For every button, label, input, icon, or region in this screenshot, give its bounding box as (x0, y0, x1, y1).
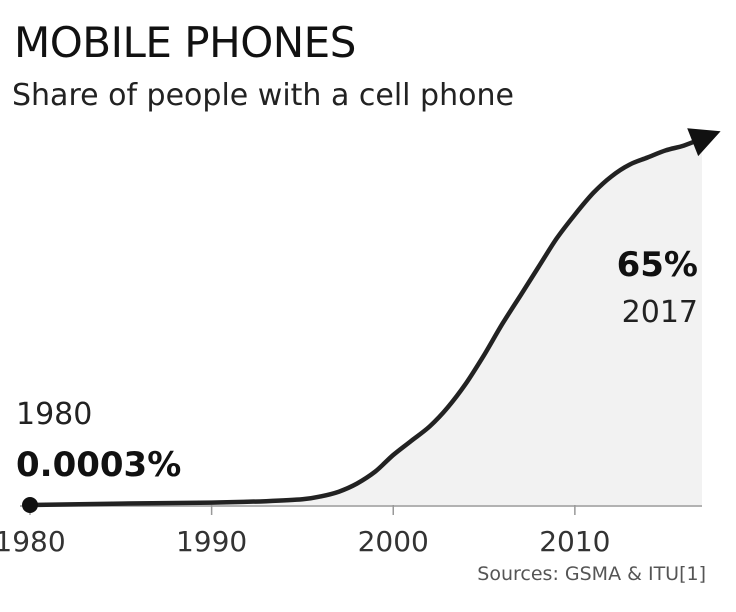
chart-title: MOBILE PHONES (14, 18, 356, 67)
source-note: Sources: GSMA & ITU[1] (477, 563, 706, 585)
x-tick-label: 2010 (539, 525, 610, 558)
area-fill (30, 138, 702, 505)
x-tick-label: 1980 (0, 525, 66, 558)
annotation-end-value: 65% (617, 245, 698, 285)
annotation-start-year: 1980 (16, 397, 92, 432)
x-tick-label: 2000 (358, 525, 429, 558)
annotation-start-value: 0.0003% (16, 445, 181, 485)
start-point-marker (22, 496, 38, 513)
series-line (27, 136, 705, 508)
x-tick-label: 1990 (176, 525, 247, 558)
arrow-head-icon (687, 128, 721, 157)
chart-subtitle: Share of people with a cell phone (12, 78, 514, 113)
annotation-end-year: 2017 (622, 295, 698, 330)
